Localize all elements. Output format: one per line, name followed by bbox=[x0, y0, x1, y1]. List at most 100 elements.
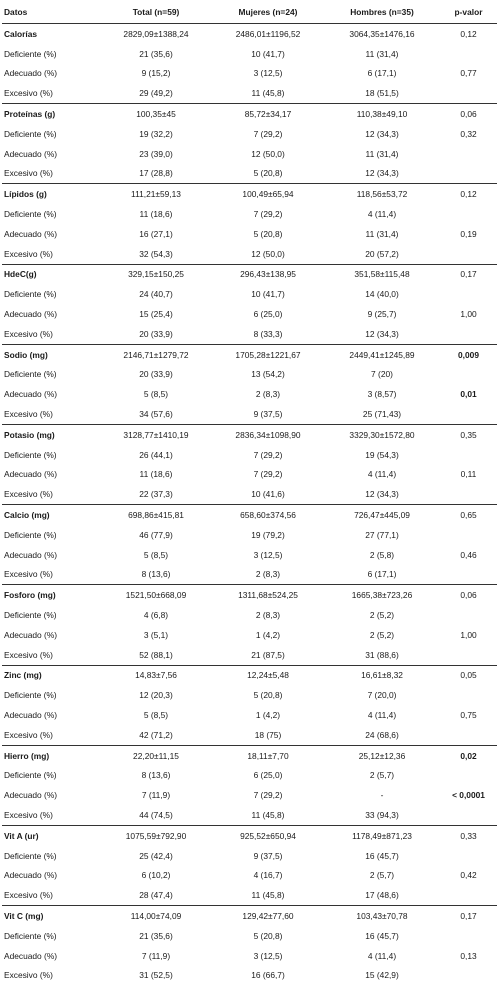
category-label: Excesivo (%) bbox=[2, 805, 100, 825]
p-value: 0,05 bbox=[440, 665, 497, 685]
empty-cell bbox=[440, 565, 497, 585]
hombres-count: 20 (57,2) bbox=[324, 244, 440, 264]
empty-cell bbox=[440, 605, 497, 625]
hombres-count: 15 (42,9) bbox=[324, 965, 440, 985]
empty-cell bbox=[440, 284, 497, 304]
category-label: Deficiente (%) bbox=[2, 365, 100, 385]
total-count: 11 (18,6) bbox=[100, 204, 212, 224]
total-count: 26 (44,1) bbox=[100, 445, 212, 465]
hombres-count: 2 (5,2) bbox=[324, 605, 440, 625]
total-count: 7 (11,9) bbox=[100, 785, 212, 805]
hombres-count: 2 (5,2) bbox=[324, 625, 440, 645]
category-p-value: 0,46 bbox=[440, 545, 497, 565]
category-row: Excesivo (%)31 (52,5)16 (66,7)15 (42,9) bbox=[2, 965, 497, 985]
total-count: 4 (6,8) bbox=[100, 605, 212, 625]
total-count: 52 (88,1) bbox=[100, 645, 212, 665]
category-row: Deficiente (%)19 (32,2)7 (29,2)12 (34,3)… bbox=[2, 124, 497, 144]
hombres-count: 6 (17,1) bbox=[324, 565, 440, 585]
category-label: Deficiente (%) bbox=[2, 284, 100, 304]
mujeres-count: 8 (33,3) bbox=[212, 324, 324, 344]
mujeres-mean: 2836,34±1098,90 bbox=[212, 424, 324, 444]
category-row: Adecuado (%)7 (11,9)3 (12,5)4 (11,4)0,13 bbox=[2, 946, 497, 966]
mujeres-count: 11 (45,8) bbox=[212, 885, 324, 905]
mujeres-count: 2 (8,3) bbox=[212, 565, 324, 585]
mujeres-count: 7 (29,2) bbox=[212, 785, 324, 805]
total-count: 44 (74,5) bbox=[100, 805, 212, 825]
category-label: Adecuado (%) bbox=[2, 224, 100, 244]
total-count: 22 (37,3) bbox=[100, 484, 212, 504]
empty-cell bbox=[440, 445, 497, 465]
total-count: 28 (47,4) bbox=[100, 885, 212, 905]
category-label: Adecuado (%) bbox=[2, 144, 100, 164]
hombres-mean: 1178,49±871,23 bbox=[324, 825, 440, 845]
total-mean: 698,86±415,81 bbox=[100, 505, 212, 525]
total-count: 9 (15,2) bbox=[100, 64, 212, 84]
category-label: Excesivo (%) bbox=[2, 164, 100, 184]
empty-cell bbox=[440, 525, 497, 545]
total-count: 31 (52,5) bbox=[100, 965, 212, 985]
category-row: Deficiente (%)26 (44,1)7 (29,2)19 (54,3) bbox=[2, 445, 497, 465]
category-row: Excesivo (%)29 (49,2)11 (45,8)18 (51,5) bbox=[2, 83, 497, 103]
hombres-count: 7 (20) bbox=[324, 365, 440, 385]
category-p-value: 0,32 bbox=[440, 124, 497, 144]
mujeres-count: 7 (29,2) bbox=[212, 445, 324, 465]
category-row: Adecuado (%)23 (39,0)12 (50,0)11 (31,4) bbox=[2, 144, 497, 164]
total-count: 5 (8,5) bbox=[100, 545, 212, 565]
category-label: Adecuado (%) bbox=[2, 465, 100, 485]
total-mean: 111,21±59,13 bbox=[100, 184, 212, 204]
category-row: Excesivo (%)8 (13,6)2 (8,3)6 (17,1) bbox=[2, 565, 497, 585]
category-label: Deficiente (%) bbox=[2, 605, 100, 625]
category-label: Deficiente (%) bbox=[2, 685, 100, 705]
header-mujeres: Mujeres (n=24) bbox=[212, 0, 324, 24]
category-row: Excesivo (%)44 (74,5)11 (45,8)33 (94,3) bbox=[2, 805, 497, 825]
hombres-count: 11 (31,4) bbox=[324, 224, 440, 244]
p-value: 0,12 bbox=[440, 24, 497, 44]
category-p-value: 0,13 bbox=[440, 946, 497, 966]
category-label: Deficiente (%) bbox=[2, 926, 100, 946]
category-row: Excesivo (%)20 (33,9)8 (33,3)12 (34,3) bbox=[2, 324, 497, 344]
total-mean: 14,83±7,56 bbox=[100, 665, 212, 685]
category-label: Deficiente (%) bbox=[2, 445, 100, 465]
hombres-count: 19 (54,3) bbox=[324, 445, 440, 465]
total-count: 15 (25,4) bbox=[100, 304, 212, 324]
mujeres-count: 1 (4,2) bbox=[212, 705, 324, 725]
hombres-count: 2 (5,8) bbox=[324, 545, 440, 565]
mujeres-mean: 296,43±138,95 bbox=[212, 264, 324, 284]
total-count: 34 (57,6) bbox=[100, 404, 212, 424]
category-row: Adecuado (%)3 (5,1)1 (4,2)2 (5,2)1,00 bbox=[2, 625, 497, 645]
total-count: 3 (5,1) bbox=[100, 625, 212, 645]
mujeres-mean: 100,49±65,94 bbox=[212, 184, 324, 204]
category-p-value: 1,00 bbox=[440, 304, 497, 324]
p-value: 0,65 bbox=[440, 505, 497, 525]
hombres-mean: 103,43±70,78 bbox=[324, 906, 440, 926]
category-p-value: 0,11 bbox=[440, 465, 497, 485]
category-label: Excesivo (%) bbox=[2, 324, 100, 344]
mujeres-count: 6 (25,0) bbox=[212, 304, 324, 324]
category-row: Adecuado (%)5 (8,5)3 (12,5)2 (5,8)0,46 bbox=[2, 545, 497, 565]
empty-cell bbox=[440, 404, 497, 424]
hombres-count: 4 (11,4) bbox=[324, 705, 440, 725]
hombres-mean: 726,47±445,09 bbox=[324, 505, 440, 525]
total-count: 8 (13,6) bbox=[100, 565, 212, 585]
mujeres-mean: 658,60±374,56 bbox=[212, 505, 324, 525]
mujeres-count: 9 (37,5) bbox=[212, 846, 324, 866]
category-label: Deficiente (%) bbox=[2, 124, 100, 144]
mujeres-mean: 129,42±77,60 bbox=[212, 906, 324, 926]
empty-cell bbox=[440, 83, 497, 103]
mujeres-mean: 925,52±650,94 bbox=[212, 825, 324, 845]
hombres-count: 2 (5,7) bbox=[324, 765, 440, 785]
category-label: Excesivo (%) bbox=[2, 484, 100, 504]
header-total: Total (n=59) bbox=[100, 0, 212, 24]
mujeres-count: 12 (50,0) bbox=[212, 144, 324, 164]
mujeres-count: 5 (20,8) bbox=[212, 926, 324, 946]
category-label: Deficiente (%) bbox=[2, 525, 100, 545]
total-mean: 2146,71±1279,72 bbox=[100, 344, 212, 364]
total-mean: 329,15±150,25 bbox=[100, 264, 212, 284]
nutrient-name: Fosforo (mg) bbox=[2, 585, 100, 605]
category-label: Excesivo (%) bbox=[2, 244, 100, 264]
category-row: Deficiente (%)11 (18,6)7 (29,2)4 (11,4) bbox=[2, 204, 497, 224]
empty-cell bbox=[440, 725, 497, 745]
mujeres-count: 3 (12,5) bbox=[212, 545, 324, 565]
